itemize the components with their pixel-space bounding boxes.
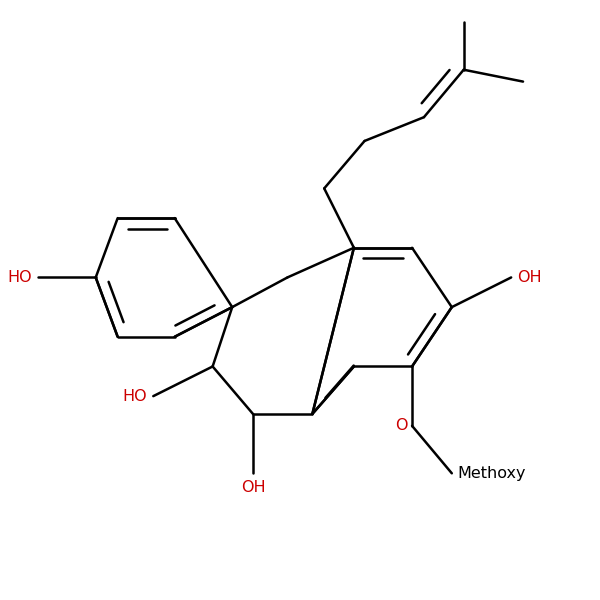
Text: HO: HO xyxy=(8,270,32,285)
Text: HO: HO xyxy=(123,389,148,404)
Text: Methoxy: Methoxy xyxy=(458,466,526,481)
Text: OH: OH xyxy=(517,270,542,285)
Text: OH: OH xyxy=(241,481,265,496)
Text: O: O xyxy=(395,418,407,433)
